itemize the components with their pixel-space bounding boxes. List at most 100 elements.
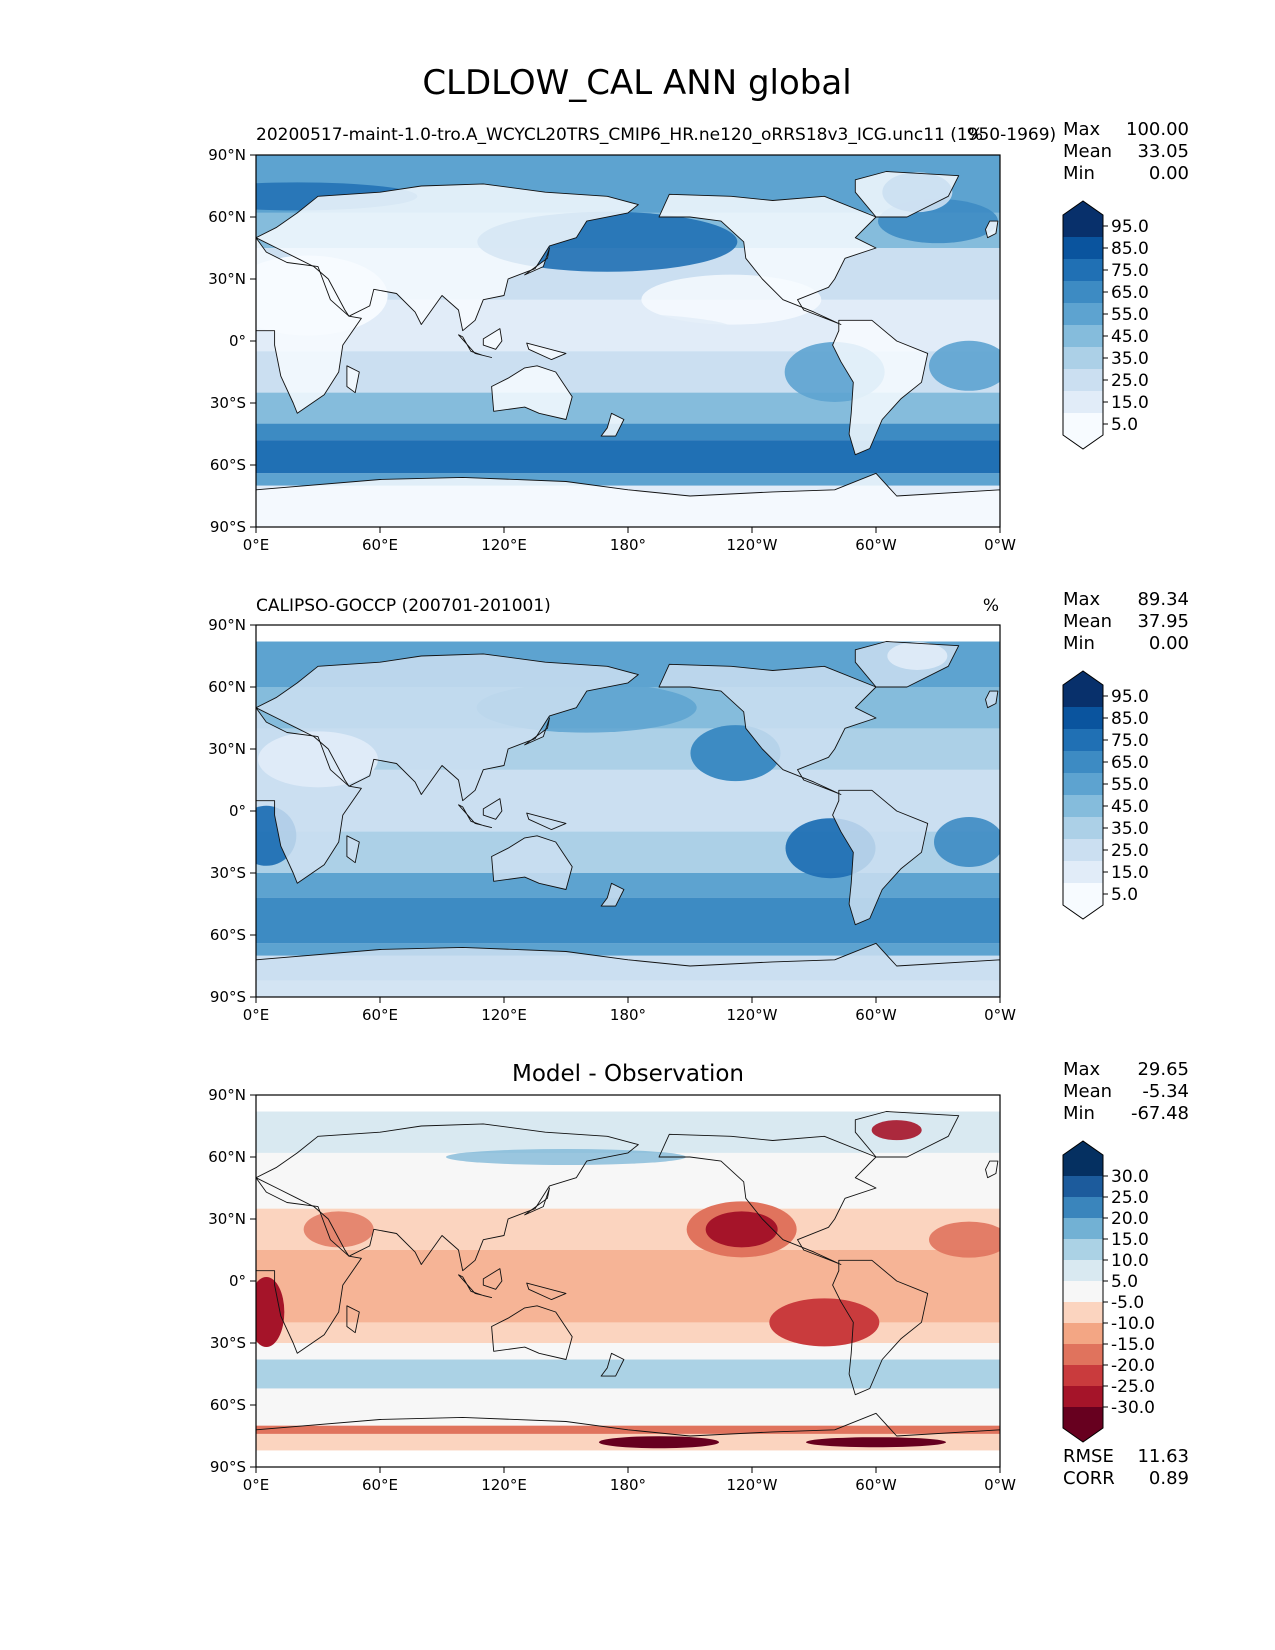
coastline — [832, 319, 929, 456]
colorbar-extend-min — [1063, 905, 1103, 919]
colorbar-swatch — [1063, 1407, 1103, 1428]
colorbar-tick-label: 25.0 — [1111, 371, 1149, 391]
field-band — [256, 440, 1000, 474]
x-tick-label: 0°E — [243, 536, 270, 554]
stat-min-label: Min — [1063, 163, 1095, 184]
colorbar: -30.0-25.0-20.0-15.0-10.0-5.05.010.015.0… — [1062, 1140, 1155, 1443]
colorbar-extend-max — [1063, 671, 1103, 685]
metric-corr: 0.89 — [1149, 1468, 1189, 1489]
colorbar-swatch — [1063, 751, 1103, 773]
x-tick-label: 120°E — [481, 536, 527, 554]
x-tick-label: 0°W — [984, 1476, 1016, 1494]
coastline — [458, 804, 493, 828]
panel-units: % — [983, 596, 999, 616]
panel-observation: CALIPSO-GOCCP (200701-201001) % 0°E 60°E 1… — [208, 589, 1189, 1024]
coastline — [256, 653, 639, 802]
stat-min: 0.00 — [1149, 633, 1189, 654]
x-tick-label: 0°W — [984, 536, 1016, 554]
y-tick-label: 0° — [229, 332, 246, 350]
x-tick-label: 60°W — [855, 536, 897, 554]
stat-min-label: Min — [1063, 1103, 1095, 1124]
stat-mean-label: Mean — [1063, 141, 1112, 162]
coastline — [854, 171, 960, 218]
stat-min: -67.48 — [1131, 1103, 1189, 1124]
colorbar-swatch — [1063, 1323, 1103, 1344]
panel-title: CALIPSO-GOCCP (200701-201001) — [256, 596, 551, 616]
x-tick-label: 180° — [610, 1476, 646, 1494]
colorbar-extend-min — [1063, 435, 1103, 449]
coastline — [854, 641, 960, 688]
colorbar-swatch — [1063, 685, 1103, 707]
field-blob — [303, 1211, 374, 1248]
coastline — [658, 663, 877, 795]
colorbar-tick-label: 85.0 — [1111, 709, 1149, 729]
field-blob — [769, 1298, 880, 1347]
y-tick-label: 30°S — [210, 1334, 246, 1352]
colorbar-swatch — [1063, 1365, 1103, 1386]
coastline — [458, 334, 493, 358]
x-tick-label: 60°W — [855, 1006, 897, 1024]
y-tick-label: 60°S — [210, 1396, 246, 1414]
coastline — [346, 365, 360, 394]
x-tick-label: 0°E — [243, 1006, 270, 1024]
field-band — [256, 897, 1000, 944]
stats-box: Max 89.34 Mean 37.95 Min 0.00 — [1063, 589, 1189, 654]
coastline — [256, 237, 362, 414]
colorbar-swatch — [1063, 1302, 1103, 1323]
stat-max: 100.00 — [1126, 119, 1189, 140]
colorbar-swatch — [1063, 773, 1103, 795]
x-tick-label: 0°W — [984, 1006, 1016, 1024]
y-tick-label: 90°N — [208, 1086, 246, 1104]
coastline — [854, 1111, 960, 1158]
coastline — [256, 1412, 1000, 1467]
metric-corr-label: CORR — [1063, 1468, 1115, 1489]
colorbar-swatch — [1063, 391, 1103, 413]
colorbar-tick-label: 95.0 — [1111, 687, 1149, 707]
stats-box: Max 100.00 Mean 33.05 Min 0.00 — [1063, 119, 1189, 184]
coastline — [256, 183, 639, 332]
colorbar-outline — [1062, 670, 1104, 920]
colorbar-swatch — [1063, 707, 1103, 729]
field-blob — [929, 340, 1000, 391]
coastline — [524, 247, 550, 276]
colorbar-tick-label: 55.0 — [1111, 305, 1149, 325]
coastline — [600, 1352, 625, 1377]
land-field — [483, 328, 502, 350]
land-field — [524, 248, 550, 275]
colorbar-swatch — [1063, 1197, 1103, 1218]
colorbar-tick-label: 95.0 — [1111, 217, 1149, 237]
panel-title: 20200517-maint-1.0-tro.A_WCYCL20TRS_CMIP… — [256, 125, 1056, 145]
x-tick-label: 120°W — [727, 1006, 778, 1024]
figure-title: CLDLOW_CAL ANN global — [422, 63, 851, 103]
map-field — [256, 625, 1000, 997]
stat-mean: 33.05 — [1137, 141, 1189, 162]
land-field — [659, 194, 876, 325]
stat-max-label: Max — [1063, 1059, 1101, 1080]
field-band — [256, 1250, 1000, 1323]
x-axis: 0°E 60°E 120°E 180° 120°W 60°W 0°W — [243, 1467, 1016, 1494]
y-tick-label: 60°S — [210, 456, 246, 474]
field-blob — [806, 1437, 946, 1448]
coastlines — [256, 1111, 1000, 1467]
stat-min-label: Min — [1063, 633, 1095, 654]
field-blob — [256, 255, 388, 336]
colorbar-tick-label: 45.0 — [1111, 327, 1149, 347]
y-tick-label: 30°N — [208, 1210, 246, 1228]
x-tick-label: 120°W — [727, 1476, 778, 1494]
y-axis: 90°N 60°N 30°N 0° 30°S 60°S 90°S — [208, 146, 256, 536]
colorbar-tick-label: 5.0 — [1111, 1272, 1138, 1292]
y-tick-label: 90°S — [210, 988, 246, 1006]
y-tick-label: 30°N — [208, 270, 246, 288]
colorbar-extend-min — [1063, 1428, 1103, 1442]
coastline — [256, 1177, 362, 1354]
x-axis: 0°E 60°E 120°E 180° 120°W 60°W 0°W — [243, 997, 1016, 1024]
y-tick-label: 30°N — [208, 740, 246, 758]
colorbar-tick-label: 75.0 — [1111, 261, 1149, 281]
colorbar-swatch — [1063, 369, 1103, 391]
coastline — [491, 365, 573, 420]
coastline — [985, 690, 999, 709]
stat-mean: 37.95 — [1137, 611, 1189, 632]
stat-mean-label: Mean — [1063, 611, 1112, 632]
coastline — [832, 789, 929, 926]
